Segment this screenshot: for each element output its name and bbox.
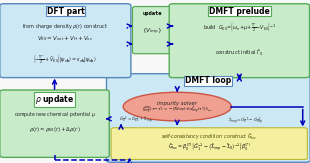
FancyBboxPatch shape	[132, 7, 173, 54]
Text: self-consistency condition: construct $\hat{G}_{loc}$: self-consistency condition: construct $\…	[161, 131, 258, 142]
Text: $\hat{G}_{loc}=\beta_0^{(T)}\left[\hat{G}_1^{-1}-\left(\hat{\Sigma}_{imp}-\hat{\: $\hat{G}_{loc}=\beta_0^{(T)}\left[\hat{G…	[168, 142, 251, 153]
Text: $\mathcal{G}^{imp}_{imp}(\tau\!-\!\tau')=-\langle\mathcal{T}d_{imp}(\tau)d^\dagg: $\mathcal{G}^{imp}_{imp}(\tau\!-\!\tau')…	[142, 104, 213, 116]
Text: update: update	[143, 11, 162, 16]
Text: compute new chemical potential $\mu$: compute new chemical potential $\mu$	[14, 110, 95, 119]
Text: $\{V_{imp}\}$: $\{V_{imp}\}$	[142, 27, 163, 37]
FancyBboxPatch shape	[169, 4, 309, 78]
Text: DMFT prelude: DMFT prelude	[209, 7, 270, 15]
Text: $\hat{G}_0^{-1}=\hat{G}_{ks}^{-1}+\hat{\Sigma}_{imp}$: $\hat{G}_0^{-1}=\hat{G}_{ks}^{-1}+\hat{\…	[119, 115, 154, 126]
Text: DMFT loop: DMFT loop	[185, 76, 232, 85]
Text: $\rho(r)=\rho_{KS}(r)+\Delta\rho(r)$: $\rho(r)=\rho_{KS}(r)+\Delta\rho(r)$	[29, 125, 80, 134]
Text: $V_{KS}=V_{ext}+V_H+V_{xc}$: $V_{KS}=V_{ext}+V_H+V_{xc}$	[37, 34, 93, 43]
Text: build  $G_{KS}\!=\!\left[\omega_n\!+\!\mu\!+\!\frac{\nabla^2}{2}\!-\!V_{KS}\righ: build $G_{KS}\!=\!\left[\omega_n\!+\!\mu…	[203, 22, 276, 34]
Text: impurity solver: impurity solver	[157, 101, 197, 105]
Text: $\hat{\Sigma}_{imp}=\hat{G}_0^{-1}-\hat{G}^{-1}_{imp}$: $\hat{\Sigma}_{imp}=\hat{G}_0^{-1}-\hat{…	[228, 115, 263, 126]
Text: DFT part: DFT part	[46, 7, 84, 15]
FancyBboxPatch shape	[0, 90, 109, 157]
Text: construct initial $\hat{\Gamma}_0$: construct initial $\hat{\Gamma}_0$	[215, 47, 264, 58]
Text: from charge density $\rho$(r) construct: from charge density $\rho$(r) construct	[22, 22, 108, 31]
FancyBboxPatch shape	[0, 4, 131, 78]
FancyBboxPatch shape	[111, 128, 307, 159]
Text: $\rho$ update: $\rho$ update	[35, 93, 74, 106]
FancyBboxPatch shape	[106, 74, 310, 162]
Ellipse shape	[123, 92, 231, 121]
Text: $\left[-\frac{\nabla^2}{2}+\hat{V}_{KS}\right]|\psi_{n\mathbf{k}}\rangle=\vareps: $\left[-\frac{\nabla^2}{2}+\hat{V}_{KS}\…	[33, 54, 97, 66]
